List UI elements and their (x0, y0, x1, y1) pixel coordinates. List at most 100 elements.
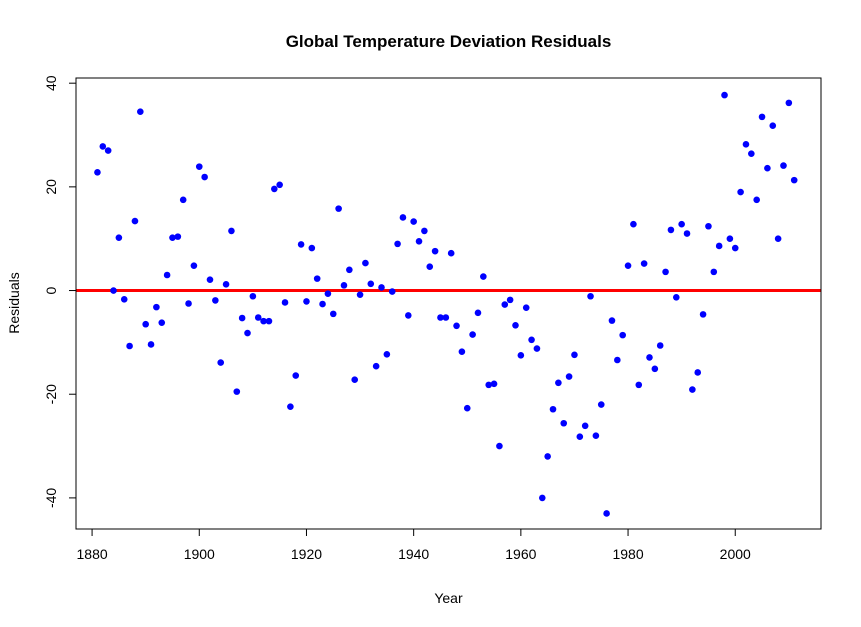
data-point (292, 372, 300, 379)
data-point (592, 432, 600, 439)
data-point (163, 271, 171, 279)
data-point (737, 188, 744, 196)
data-point (544, 453, 551, 460)
data-point (683, 230, 691, 237)
y-tick-label: -20 (43, 384, 59, 404)
data-point (319, 300, 326, 308)
data-point (597, 401, 605, 408)
data-point (244, 329, 251, 337)
x-tick-label: 1920 (291, 546, 322, 562)
data-point (254, 314, 262, 321)
data-point (324, 290, 332, 297)
data-point (410, 218, 417, 225)
y-tick-label: 0 (43, 286, 59, 294)
data-point (426, 263, 434, 270)
data-point (463, 404, 471, 412)
data-point (614, 356, 621, 364)
data-point (506, 296, 514, 304)
data-point (651, 365, 659, 373)
data-point (137, 108, 144, 115)
data-point (153, 303, 160, 311)
data-point (378, 284, 385, 291)
data-point (453, 322, 460, 330)
data-point (726, 235, 734, 243)
data-point (201, 173, 208, 181)
data-point (169, 234, 176, 241)
data-point (303, 298, 310, 305)
data-point (758, 113, 766, 121)
x-tick-label: 1940 (398, 546, 429, 562)
data-point (394, 240, 401, 248)
data-point (764, 164, 771, 172)
data-point (362, 259, 369, 267)
data-point (399, 214, 407, 221)
data-point (490, 380, 498, 388)
data-point (721, 91, 728, 99)
data-point (705, 222, 712, 230)
data-point (458, 348, 466, 356)
data-point (233, 388, 241, 395)
data-point (174, 233, 182, 240)
y-tick-label: -40 (43, 488, 59, 508)
data-point (474, 309, 482, 317)
data-point (276, 181, 283, 189)
data-point (619, 331, 626, 339)
data-point (372, 362, 380, 370)
data-point (281, 299, 289, 306)
data-point (185, 300, 192, 307)
data-point (212, 297, 219, 304)
data-point (667, 226, 675, 234)
data-point (742, 141, 750, 148)
data-point (405, 312, 412, 319)
data-point (517, 352, 525, 359)
data-point (624, 262, 632, 269)
data-point (115, 234, 123, 241)
data-point (442, 314, 450, 321)
data-points (94, 91, 798, 517)
data-point (699, 311, 707, 318)
data-point (206, 276, 214, 283)
data-point (271, 185, 278, 193)
data-point (587, 292, 594, 300)
data-point (538, 494, 546, 502)
x-tick-label: 1900 (184, 546, 215, 562)
data-point (694, 369, 702, 376)
data-point (608, 317, 616, 324)
data-point (195, 163, 203, 170)
data-point (228, 227, 235, 235)
data-point (94, 169, 101, 176)
data-point (415, 237, 423, 245)
chart-title: Global Temperature Deviation Residuals (286, 32, 612, 51)
data-point (689, 386, 696, 393)
data-point (549, 405, 557, 413)
data-point (142, 320, 149, 328)
data-point (731, 244, 739, 252)
data-point (190, 262, 198, 269)
data-point (560, 419, 568, 427)
data-point (126, 342, 133, 350)
data-point (769, 122, 777, 129)
data-point (512, 321, 519, 329)
data-point (356, 291, 364, 298)
data-point (501, 301, 509, 308)
data-point (780, 162, 787, 169)
data-point (110, 287, 117, 294)
data-point (662, 268, 669, 276)
data-point (603, 510, 610, 517)
data-point (646, 354, 653, 361)
data-point (630, 220, 637, 228)
data-point (555, 379, 562, 387)
y-tick-label: 40 (43, 75, 59, 91)
data-point (437, 314, 444, 321)
data-point (329, 310, 337, 318)
data-point (308, 244, 316, 252)
data-point (431, 247, 439, 255)
x-tick-label: 1980 (612, 546, 643, 562)
data-point (287, 403, 294, 410)
data-point (313, 275, 321, 282)
data-point (581, 422, 589, 430)
data-point (265, 317, 273, 325)
data-point (346, 266, 353, 274)
data-point (260, 317, 267, 325)
